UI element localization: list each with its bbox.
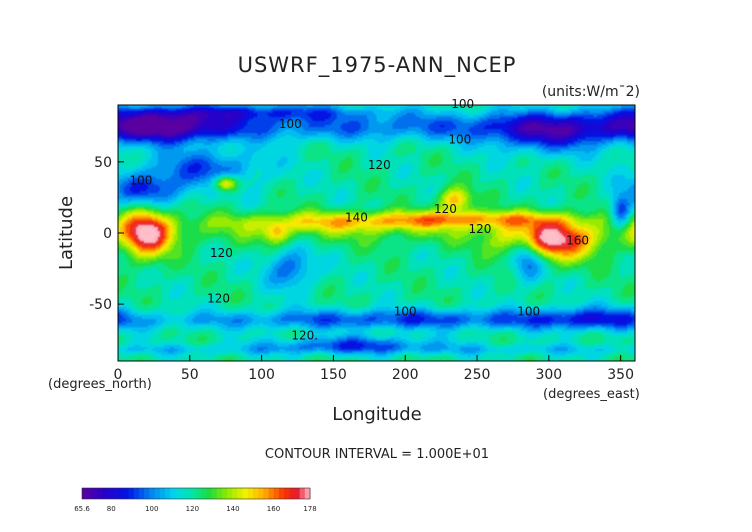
colorbar-tick-label: 100 [145,505,158,513]
colorbar-swatch [144,488,150,499]
colorbar-swatch [190,488,197,499]
colorbar-swatch [180,488,187,499]
colorbar-swatch [133,488,140,499]
x-tick-label: 100 [248,367,275,383]
x-tick-label: 0 [114,367,123,383]
colorbar-swatch [164,488,171,499]
colorbar-swatch [97,488,104,499]
colorbar-tick-label: 80 [107,505,116,513]
units-label: (units:W/m¯2) [542,84,640,100]
colorbar-swatch [227,488,233,499]
y-tick-label: 50 [94,155,112,171]
y-axis: -50 0 50 [89,155,124,313]
x-tick-label: 350 [607,367,634,383]
contour-label: 100 [448,132,471,146]
y-tick-label: 0 [103,226,112,242]
colorbar-swatch [232,488,239,499]
colorbar-swatch [211,488,218,499]
colorbar-swatch [304,488,311,499]
colorbar-swatch [175,488,182,499]
contour-label: 120. [291,329,318,343]
colorbar-swatch [258,488,264,499]
colorbar-swatch [113,488,119,499]
contour-label: 100 [130,174,153,188]
colorbar-swatch [221,488,228,499]
colorbar-swatch [237,488,244,499]
contour-label: 120 [207,292,230,306]
colorbar-swatch [118,488,125,499]
contour-label: 120 [468,222,491,236]
colorbar-swatch [139,488,145,499]
colorbar-swatch [149,488,156,499]
colorbar-swatch [294,488,301,499]
colorbar-swatch [247,488,254,499]
colorbar-swatch [242,488,249,499]
colorbar-swatch [196,488,202,499]
colorbar-swatch [128,488,135,499]
colorbar-swatch [289,488,296,499]
colorbar-swatch [253,488,259,499]
colorbar-swatch [201,488,207,499]
contour-label: 100 [517,304,540,318]
contour-label: 120 [210,246,233,260]
x-tick-label: 300 [535,367,562,383]
colorbar-swatch [185,488,192,499]
colorbar-swatch [92,488,99,499]
colorbar: 65.6 80 100 120 140 160 178 [74,487,317,513]
colorbar-swatch [159,488,166,499]
colorbar-swatch [102,488,109,499]
y-axis-label: Latitude [56,196,77,270]
x-axis-label: Longitude [332,404,422,425]
contour-label: 160 [566,233,589,247]
x-tick-label: 150 [320,367,347,383]
x-tick-label: 50 [181,367,199,383]
colorbar-frame [81,487,311,500]
colorbar-tick-label: 178 [303,505,316,513]
colorbar-swatch [170,488,176,499]
colorbar-swatch [82,488,88,499]
contour-label: 100 [451,97,474,111]
chart-title: USWRF_1975-ANN_NCEP [238,53,517,78]
colorbar-tick-label: 65.6 [74,505,90,513]
colorbar-tick-label: 140 [226,505,239,513]
colorbar-tick-label: 120 [186,505,199,513]
contour-label: 100 [394,304,417,318]
contour-label: 100 [279,117,302,131]
colorbar-swatch [273,488,280,499]
colorbar-swatch [107,488,114,499]
heatmap-area: 100 100 100 120 100 120 140 120 120 100 100 120. 120… [117,97,636,362]
colorbar-swatch [87,488,93,499]
contour-interval-note: CONTOUR INTERVAL = 1.000E+01 [265,447,489,462]
colorbar-swatch [299,488,306,499]
x-tick-label: 200 [392,367,419,383]
colorbar-swatch [263,488,270,499]
field-raster [118,105,635,361]
colorbar-swatch [154,488,161,499]
colorbar-swatch [123,488,130,499]
y-tick-label: -50 [89,297,112,313]
colorbar-swatch [278,488,285,499]
colorbar-swatch [206,488,213,499]
contour-label: 120 [434,202,457,216]
y-unit-label: (degrees_north) [48,377,152,392]
colorbar-swatch [284,488,290,499]
contour-label: 120 [368,158,391,172]
contour-label: 140 [345,211,368,225]
x-unit-label: (degrees_east) [543,387,640,402]
colorbar-swatch [216,488,223,499]
colorbar-tick-label: 160 [267,505,280,513]
x-tick-label: 250 [464,367,491,383]
x-axis: 0 50 100 150 200 250 300 350 [114,355,634,383]
colorbar-swatch [268,488,275,499]
